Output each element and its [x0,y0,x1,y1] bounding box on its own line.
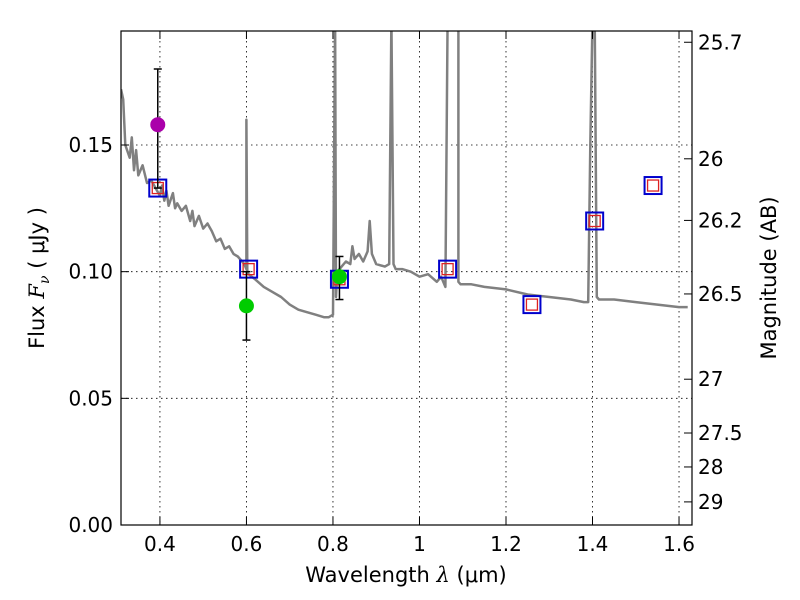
right-tick-label: 27 [698,367,723,391]
x-tick-label: 0.4 [144,532,176,556]
model-photometry-point [522,295,542,315]
model-square-outer [522,295,542,315]
y-axis-label: Flux Fν ( μJy ) [25,207,53,349]
model-square-inner [646,179,660,192]
right-tick-label: 25.7 [698,30,743,54]
right-tick-label: 26.5 [698,282,743,306]
y-axis-ticks: 0.00 0.05 0.10 0.15 [68,133,129,537]
model-square-inner [588,214,601,228]
model-photometry-point [438,259,458,279]
right-tick-label: 27.5 [698,421,743,445]
y-tick-label: 0.00 [68,513,113,537]
observed-point [150,68,166,189]
x-tick-label: 1 [413,532,426,556]
model-photometry-point [643,176,663,196]
model-square-outer [438,259,458,279]
observed-point [238,270,254,341]
x-tick-label: 1.6 [663,532,695,556]
model-square-outer [643,176,663,196]
right-tick-label: 28 [698,455,723,479]
right-tick-label: 26 [698,147,723,171]
x-tick-label: 1.4 [577,532,609,556]
model-square-outer [239,259,259,279]
observed-marker [331,269,347,285]
y-tick-label: 0.10 [68,260,113,284]
right-axis-ticks: 25.7 26 26.2 26.5 27 27.5 28 29 [684,30,743,514]
observed-point [331,255,347,301]
model-photometry-point [585,211,605,231]
right-axis-label: Magnitude (AB) [757,196,781,359]
x-axis-ticks: 0.4 0.6 0.8 1 1.2 1.4 1.6 [144,31,695,556]
x-axis-label: Wavelength λ (μm) [305,563,506,587]
observed-marker [150,117,166,133]
model-square-inner [441,262,454,276]
observed-marker [238,298,254,314]
model-square-outer [585,211,605,231]
right-tick-label: 29 [698,490,723,514]
y-tick-label: 0.15 [68,133,113,157]
model-photometry-point [239,259,259,279]
model-square-inner [525,298,539,311]
y-tick-label: 0.05 [68,386,113,410]
x-tick-label: 0.8 [317,532,349,556]
plot-frame [120,30,693,526]
plot-background [121,31,692,525]
x-tick-label: 0.6 [231,532,263,556]
right-tick-label: 26.2 [698,208,743,232]
model-square-inner [242,262,255,276]
observed-photometry-markers [150,68,347,341]
sed-model-line [121,31,688,319]
x-tick-label: 1.2 [490,532,522,556]
